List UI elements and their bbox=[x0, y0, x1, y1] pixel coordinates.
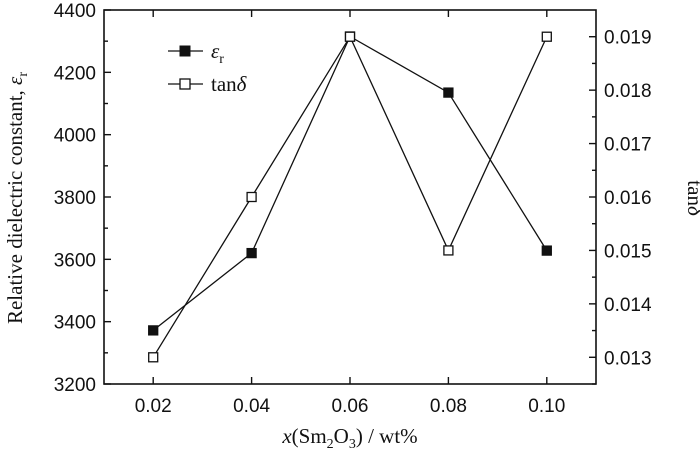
axes bbox=[103, 9, 597, 385]
tan-marker bbox=[443, 245, 454, 256]
y-left-tick-label: 3200 bbox=[54, 375, 96, 396]
y-right-tick-label: 0.017 bbox=[604, 135, 652, 156]
y-left-tick-label: 3400 bbox=[54, 313, 96, 334]
eps-marker bbox=[541, 245, 552, 256]
y-left-axis-title: Relative dielectric constant, εr bbox=[3, 72, 31, 324]
tan-marker bbox=[148, 352, 159, 363]
legend-marker-tan bbox=[179, 78, 191, 90]
y-right-tick-label: 0.015 bbox=[604, 241, 652, 262]
eps-marker bbox=[443, 87, 454, 98]
x-tick-label: 0.04 bbox=[233, 396, 270, 417]
tan-marker bbox=[344, 31, 356, 42]
tan-marker bbox=[541, 31, 552, 42]
legend-item-eps: εr bbox=[168, 39, 224, 67]
legend-item-tan: tanδ bbox=[168, 72, 248, 96]
y-left-tick-label: 3800 bbox=[54, 188, 96, 209]
x-tick-label: 0.08 bbox=[430, 396, 467, 417]
tan-marker bbox=[246, 191, 257, 203]
y-right-tick-label: 0.018 bbox=[604, 81, 652, 102]
y-right-tick-label: 0.019 bbox=[604, 28, 652, 49]
y-right-tick-label: 0.013 bbox=[604, 348, 652, 369]
y-right-tick-label: 0.016 bbox=[604, 188, 652, 209]
x-axis-title: x(Sm2O3) / wt% bbox=[281, 424, 417, 452]
legend: εr tanδ bbox=[168, 39, 248, 96]
y-left-tick-label: 4200 bbox=[54, 63, 96, 84]
y-left-tick-label: 4400 bbox=[54, 1, 96, 22]
x-tick-label: 0.06 bbox=[332, 396, 369, 417]
y-right-axis-title: tanδ bbox=[683, 180, 700, 217]
markers bbox=[148, 31, 552, 363]
y-left-tick-label: 3600 bbox=[54, 250, 96, 271]
x-tick-label: 0.10 bbox=[528, 396, 565, 417]
legend-label-eps: εr bbox=[211, 39, 224, 67]
y-right-tick-label: 0.014 bbox=[604, 295, 652, 316]
legend-label-tan: tanδ bbox=[211, 72, 248, 96]
eps-marker bbox=[148, 325, 159, 336]
eps-marker bbox=[246, 247, 257, 259]
y-left-tick-label: 4000 bbox=[54, 126, 96, 147]
ticks: 0.02 0.04 0.06 0.08 0.10 3200 3400 3600 3800 4000… bbox=[54, 1, 652, 417]
x-tick-label: 0.02 bbox=[135, 396, 172, 417]
plot-frame bbox=[103, 9, 597, 385]
legend-marker-eps bbox=[179, 45, 191, 57]
